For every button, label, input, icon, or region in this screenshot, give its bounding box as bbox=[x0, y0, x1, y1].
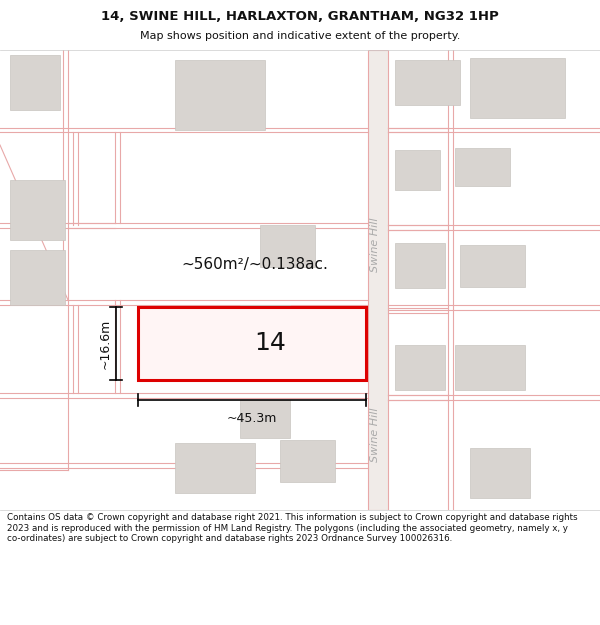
Bar bbox=[10, 250, 65, 305]
Bar bbox=[260, 225, 315, 267]
Bar bbox=[395, 345, 445, 390]
Text: 14, SWINE HILL, HARLAXTON, GRANTHAM, NG32 1HP: 14, SWINE HILL, HARLAXTON, GRANTHAM, NG3… bbox=[101, 10, 499, 23]
Bar bbox=[470, 58, 565, 118]
Bar bbox=[395, 150, 440, 190]
Bar bbox=[395, 60, 460, 105]
Bar bbox=[175, 60, 265, 130]
Bar bbox=[240, 305, 290, 343]
Text: ~560m²/~0.138ac.: ~560m²/~0.138ac. bbox=[182, 258, 328, 272]
Bar bbox=[460, 245, 525, 287]
Bar bbox=[175, 443, 255, 493]
Bar bbox=[240, 400, 290, 438]
Bar bbox=[395, 243, 445, 288]
Bar bbox=[455, 345, 525, 390]
Text: Map shows position and indicative extent of the property.: Map shows position and indicative extent… bbox=[140, 31, 460, 41]
Text: ~16.6m: ~16.6m bbox=[99, 318, 112, 369]
Text: ~45.3m: ~45.3m bbox=[227, 412, 277, 425]
Text: Contains OS data © Crown copyright and database right 2021. This information is : Contains OS data © Crown copyright and d… bbox=[7, 514, 578, 543]
Bar bbox=[470, 448, 530, 498]
Bar bbox=[10, 55, 60, 110]
Bar bbox=[280, 440, 335, 482]
Text: 14: 14 bbox=[254, 331, 286, 356]
Bar bbox=[138, 307, 366, 380]
Bar bbox=[368, 50, 388, 510]
Text: Swine Hill: Swine Hill bbox=[370, 217, 380, 272]
Bar bbox=[10, 180, 65, 240]
Bar bbox=[455, 148, 510, 186]
Text: Swine Hill: Swine Hill bbox=[370, 408, 380, 462]
